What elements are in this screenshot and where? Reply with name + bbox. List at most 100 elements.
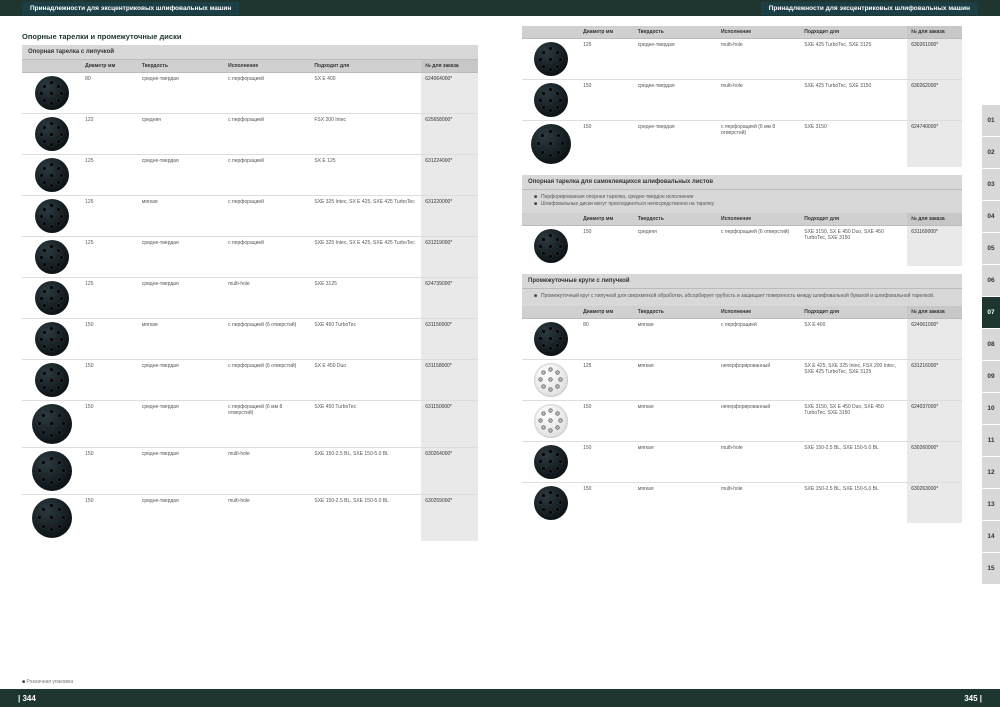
disc-image xyxy=(534,486,568,520)
cell-diameter: 150 xyxy=(81,360,138,401)
cell-exec: multi-hole xyxy=(717,482,800,523)
index-tab-15[interactable]: 15 xyxy=(982,553,1000,585)
table-row: 150 мягкая multi-hole SXE 150-2.5 BL, SX… xyxy=(522,441,962,482)
col-fit: Подходит для xyxy=(800,306,907,319)
cell-hardness: средне-твердая xyxy=(634,121,717,168)
cell-hardness: мягкая xyxy=(634,318,717,359)
index-tab-13[interactable]: 13 xyxy=(982,489,1000,521)
col-exec: Исполнение xyxy=(717,26,800,39)
header-left: Принадлежности для эксцентриковых шлифов… xyxy=(0,0,500,16)
cell-order: 624061000* xyxy=(907,318,962,359)
cell-hardness: средне-твердая xyxy=(138,73,224,114)
col-fit: Подходит для xyxy=(310,60,421,73)
col-diameter: Диаметр мм xyxy=(579,26,634,39)
cell-order: 630259000* xyxy=(421,495,478,542)
header-right: Принадлежности для эксцентриковых шлифов… xyxy=(500,0,1000,16)
content-left: Опорные тарелки и промежуточные диски Оп… xyxy=(0,16,500,677)
cell-hardness: средне-твердая xyxy=(138,155,224,196)
cell-order: 624064000* xyxy=(421,73,478,114)
col-exec: Исполнение xyxy=(717,306,800,319)
index-tab-06[interactable]: 06 xyxy=(982,265,1000,297)
cell-fit: SXE 3150, SX E 450 Duo, SXE 450 TurboTec… xyxy=(800,400,907,441)
index-tab-11[interactable]: 11 xyxy=(982,425,1000,457)
index-tab-07[interactable]: 07 xyxy=(982,297,1000,329)
table-row: 150 средне-твердая с перфорацией (6 мм 8… xyxy=(522,121,962,168)
disc-image xyxy=(35,117,69,151)
page-number-left: | 344 xyxy=(18,694,36,703)
cell-order: 631158000* xyxy=(421,360,478,401)
cell-fit: SXE 150-2.5 BL, SXE 150-5.0 BL xyxy=(800,441,907,482)
cell-hardness: мягкая xyxy=(138,319,224,360)
table-row: 150 мягкая с перфорацией (6 отверстий) S… xyxy=(22,319,478,360)
index-tab-08[interactable]: 08 xyxy=(982,329,1000,361)
disc-image xyxy=(534,363,568,397)
index-tab-04[interactable]: 04 xyxy=(982,201,1000,233)
table-row: 122 средняя с перфорацией FSX 200 Intec … xyxy=(22,114,478,155)
disc-image xyxy=(534,83,568,117)
cell-hardness: средне-твердая xyxy=(138,448,224,495)
index-tab-03[interactable]: 03 xyxy=(982,169,1000,201)
col-fit: Подходит для xyxy=(800,213,907,226)
col-exec: Исполнение xyxy=(224,60,310,73)
disc-image xyxy=(531,124,571,164)
table-row: 150 средне-твердая multi-hole SXE 150-2.… xyxy=(22,448,478,495)
cell-diameter: 125 xyxy=(81,196,138,237)
cell-order: 624739000* xyxy=(421,278,478,319)
cell-exec: multi-hole xyxy=(224,448,310,495)
cell-diameter: 125 xyxy=(81,237,138,278)
cell-hardness: средне-твердая xyxy=(138,401,224,448)
col-hardness: Твердость xyxy=(634,306,717,319)
table4-title: Промежуточные круги с липучкой xyxy=(522,274,962,289)
cell-exec: неперфорированный xyxy=(717,359,800,400)
disc-image xyxy=(534,322,568,356)
table3-title: Опорная тарелка для самоклеящихся шлифов… xyxy=(522,175,962,190)
cell-order: 624037000* xyxy=(907,400,962,441)
table-row: 150 средне-твердая multi-hole SXE 425 Tu… xyxy=(522,80,962,121)
disc-image xyxy=(32,498,72,538)
disc-image xyxy=(35,76,69,110)
index-tab-02[interactable]: 02 xyxy=(982,137,1000,169)
disc-image xyxy=(35,240,69,274)
cell-fit: SX E 450 Duo xyxy=(310,360,421,401)
col-order: № для заказа xyxy=(907,306,962,319)
index-tab-05[interactable]: 05 xyxy=(982,233,1000,265)
index-tab-10[interactable]: 10 xyxy=(982,393,1000,425)
cell-hardness: средняя xyxy=(138,114,224,155)
cell-fit: SXE 150-2.5 BL, SXE 150-5.0 BL xyxy=(310,448,421,495)
cell-order: 631219000* xyxy=(421,237,478,278)
disc-image xyxy=(534,42,568,76)
table-row: 150 средне-твердая с перфорацией (6 отве… xyxy=(22,360,478,401)
disc-image xyxy=(35,363,69,397)
index-tab-01[interactable]: 01 xyxy=(982,105,1000,137)
cell-fit: SX E 425, SXE 325 Intec, FSX 200 Intec, … xyxy=(800,359,907,400)
index-tab-09[interactable]: 09 xyxy=(982,361,1000,393)
table-row: 150 средне-твердая multi-hole SXE 150-2.… xyxy=(22,495,478,542)
cell-exec: с перфорацией xyxy=(224,237,310,278)
page-left: Принадлежности для эксцентриковых шлифов… xyxy=(0,0,500,707)
table-row: 125 мягкая неперфорированный SX E 425, S… xyxy=(522,359,962,400)
cell-exec: multi-hole xyxy=(717,441,800,482)
table4: Диаметр мм Твердость Исполнение Подходит… xyxy=(522,306,962,523)
cell-diameter: 150 xyxy=(579,226,634,267)
cell-exec: multi-hole xyxy=(224,495,310,542)
table2: Диаметр мм Твердость Исполнение Подходит… xyxy=(522,26,962,167)
index-tab-12[interactable]: 12 xyxy=(982,457,1000,489)
index-tab-14[interactable]: 14 xyxy=(982,521,1000,553)
cell-hardness: мягкая xyxy=(634,441,717,482)
col-fit: Подходит для xyxy=(800,26,907,39)
table-row: 150 средне-твердая с перфорацией (6 мм 8… xyxy=(22,401,478,448)
cell-diameter: 125 xyxy=(579,39,634,80)
table4-notes: ■Промежуточный круг с липучкой для сверх… xyxy=(522,289,962,306)
cell-diameter: 122 xyxy=(81,114,138,155)
note-line: ■Шлифовальные диски могут присоединяться… xyxy=(534,201,956,208)
cell-fit: SXE 325 Intec, SX E 425, SXE 425 TurboTe… xyxy=(310,237,421,278)
content-right: Диаметр мм Твердость Исполнение Подходит… xyxy=(500,16,1000,689)
cell-fit: SXE 325 Intec, SX E 425, SXE 425 TurboTe… xyxy=(310,196,421,237)
cell-hardness: средне-твердая xyxy=(138,495,224,542)
col-hardness: Твердость xyxy=(634,26,717,39)
table-row: 80 мягкая с перфорацией SX E 400 6240610… xyxy=(522,318,962,359)
cell-diameter: 125 xyxy=(81,278,138,319)
cell-fit: SXE 450 TurboTec xyxy=(310,401,421,448)
table-row: 150 мягкая multi-hole SXE 150-2.5 BL, SX… xyxy=(522,482,962,523)
disc-image xyxy=(534,229,568,263)
